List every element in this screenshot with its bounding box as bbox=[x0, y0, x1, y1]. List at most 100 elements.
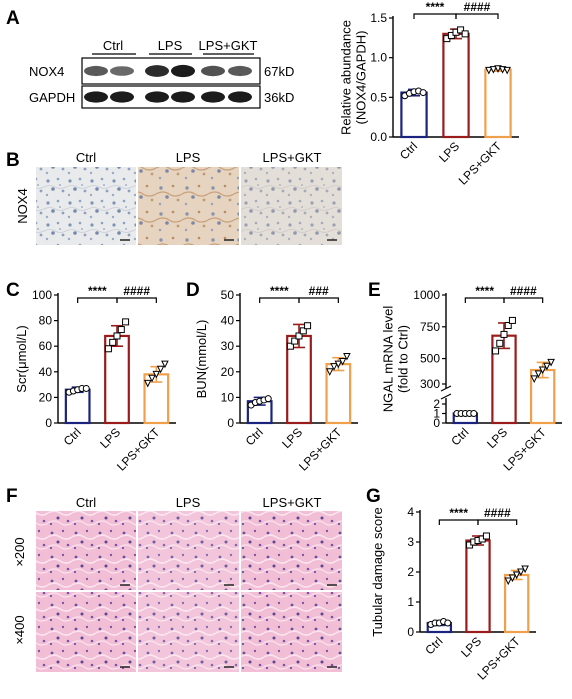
significance-label: #### bbox=[484, 506, 511, 520]
he-image-gkt-x200 bbox=[241, 511, 342, 590]
panel-letter-g: G bbox=[366, 486, 381, 507]
blot-band bbox=[201, 91, 225, 103]
significance-bracket bbox=[298, 297, 339, 303]
panel-letter-a: A bbox=[6, 8, 20, 29]
panel-letter-f: F bbox=[6, 486, 18, 507]
he-row-x400: ×400 bbox=[12, 615, 27, 644]
data-point bbox=[291, 337, 299, 345]
x-tick-label: LPS+GKT bbox=[114, 425, 163, 474]
data-point bbox=[156, 365, 165, 374]
data-point bbox=[152, 370, 161, 379]
y-tick-label: 750 bbox=[420, 320, 440, 334]
he-image-ctrl-x200 bbox=[36, 511, 136, 590]
x-tick-label: LPS bbox=[436, 139, 462, 165]
y-tick-label: 0 bbox=[227, 416, 234, 430]
data-point bbox=[143, 379, 152, 388]
y-tick-label: 2 bbox=[433, 397, 440, 411]
data-point bbox=[330, 363, 338, 371]
blot-group-lps: LPS bbox=[158, 38, 183, 53]
y-tick-label: 1000 bbox=[413, 288, 440, 302]
y-tick-label: 20 bbox=[221, 365, 235, 379]
x-tick-label: LPS+GKT bbox=[296, 425, 345, 474]
x-tick-label: LPS+GKT bbox=[474, 634, 523, 683]
blot-row-label-gapdh: GAPDH bbox=[29, 90, 75, 105]
significance-bracket bbox=[438, 519, 479, 525]
he-image-ctrl-x400 bbox=[36, 592, 136, 672]
data-point bbox=[148, 374, 156, 383]
significance-bracket bbox=[477, 519, 518, 525]
data-point bbox=[117, 326, 125, 334]
data-point bbox=[530, 375, 539, 384]
blot-band bbox=[84, 91, 108, 103]
y-tick-label: 300 bbox=[420, 377, 440, 391]
data-point bbox=[496, 339, 504, 347]
he-image-lps-x200 bbox=[138, 511, 239, 590]
x-tick-label: Ctrl bbox=[448, 425, 471, 448]
data-point bbox=[264, 395, 272, 403]
data-point bbox=[82, 384, 90, 392]
data-point bbox=[521, 565, 529, 574]
significance-label: **** bbox=[475, 284, 494, 298]
data-point bbox=[517, 568, 525, 577]
data-point bbox=[461, 30, 469, 38]
x-tick-label: LPS bbox=[279, 425, 305, 451]
blot-size-gapdh: 36kD bbox=[264, 90, 294, 105]
y-tick-label: 0 bbox=[45, 416, 52, 430]
he-image-gkt-x400 bbox=[241, 592, 342, 672]
data-point bbox=[508, 574, 517, 583]
blot-band bbox=[110, 91, 134, 103]
data-point bbox=[492, 347, 500, 355]
data-point bbox=[543, 362, 551, 371]
blot-band bbox=[84, 65, 108, 77]
data-point bbox=[304, 322, 312, 330]
bar bbox=[442, 32, 470, 139]
data-point bbox=[503, 66, 511, 75]
x-tick-label: LPS+GKT bbox=[500, 425, 549, 474]
blot-group-ctrl: Ctrl bbox=[103, 38, 123, 53]
significance-label: #### bbox=[510, 284, 537, 298]
y-tick-label: 10 bbox=[221, 390, 235, 404]
data-point bbox=[299, 327, 307, 335]
data-point bbox=[343, 352, 351, 361]
data-point bbox=[295, 332, 303, 340]
x-tick-label: Ctrl bbox=[243, 425, 266, 448]
data-point bbox=[489, 66, 498, 74]
significance-label: ### bbox=[309, 284, 329, 298]
y-tick-label: 30 bbox=[221, 339, 235, 353]
ihc-col-ctrl: Ctrl bbox=[76, 150, 96, 165]
blot-band bbox=[171, 64, 195, 78]
data-point bbox=[485, 66, 493, 75]
he-col-lps-gkt: LPS+GKT bbox=[263, 495, 322, 510]
significance-bracket bbox=[77, 297, 118, 303]
ihc-image-ctrl bbox=[36, 167, 136, 245]
x-tick-label: LPS bbox=[97, 425, 123, 451]
x-tick-label: Ctrl bbox=[61, 425, 84, 448]
y-tick-label: 0.5 bbox=[370, 90, 387, 104]
ihc-panel: Ctrl LPS LPS+GKT NOX4 bbox=[15, 150, 342, 245]
significance-label: #### bbox=[464, 0, 491, 14]
data-point bbox=[286, 342, 294, 350]
data-point bbox=[109, 338, 117, 346]
data-point bbox=[161, 360, 169, 369]
bar bbox=[484, 68, 512, 139]
significance-label: **** bbox=[270, 284, 289, 298]
y-axis-label: Tubular damage score bbox=[370, 507, 385, 637]
y-tick-label: 0 bbox=[433, 416, 440, 430]
y-tick-label: 2 bbox=[407, 565, 414, 579]
panel-letter-e: E bbox=[368, 280, 381, 301]
y-tick-label: 1 bbox=[407, 595, 414, 609]
x-tick-label: Ctrl bbox=[397, 139, 420, 162]
x-tick-label: LPS bbox=[458, 634, 484, 660]
he-col-ctrl: Ctrl bbox=[76, 495, 96, 510]
y-tick-label: 1.0 bbox=[370, 51, 387, 65]
data-point bbox=[504, 577, 513, 586]
y-tick-label: 3 bbox=[407, 535, 414, 549]
y-axis-label: NGAL mRNA level(fold to Ctrl) bbox=[381, 306, 411, 413]
blot-band bbox=[145, 91, 169, 103]
y-tick-label: 500 bbox=[420, 352, 440, 366]
